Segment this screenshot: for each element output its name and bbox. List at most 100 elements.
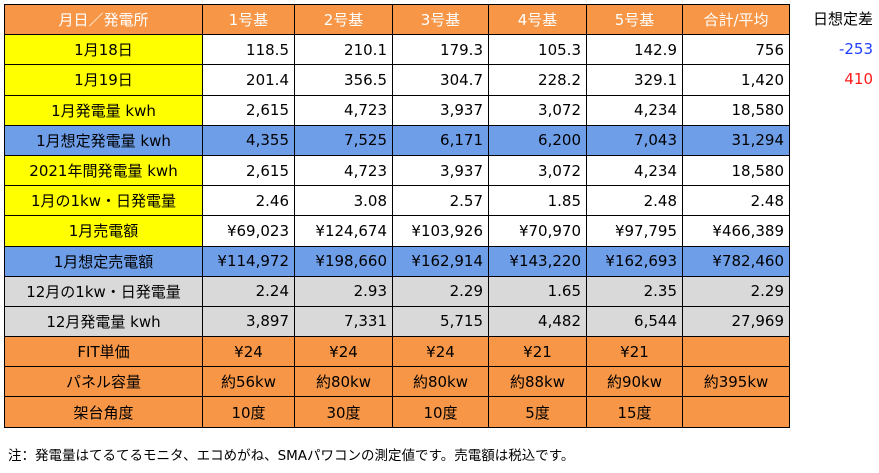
value-cell: 30度 xyxy=(294,396,393,428)
value-cell: ¥21 xyxy=(586,336,683,368)
value-cell: 10度 xyxy=(392,396,489,428)
value-cell: 2,615 xyxy=(202,154,295,187)
row-label: 2021年間発電量 kwh xyxy=(4,154,203,187)
value-cell: 2.35 xyxy=(586,275,683,307)
value-cell: 142.9 xyxy=(586,34,683,66)
header-cell: 4号基 xyxy=(488,3,587,36)
value-cell: 1.65 xyxy=(488,275,587,307)
value-cell: 3,072 xyxy=(488,154,587,187)
daily-expected-diff: 日想定差 -253 410 xyxy=(789,4,879,95)
side-title: 日想定差 xyxy=(812,10,873,28)
value-cell: ¥114,972 xyxy=(202,245,295,277)
value-cell: 15度 xyxy=(586,396,683,428)
value-cell: 約80kw xyxy=(294,366,393,398)
table-row: 12月の1kw・日発電量 2.24 2.93 2.29 1.65 2.35 2.29 xyxy=(4,275,790,307)
value-cell: 228.2 xyxy=(488,64,587,96)
header-cell: 合計/平均 xyxy=(682,3,790,36)
value-cell: ¥24 xyxy=(202,336,295,368)
value-cell xyxy=(682,336,790,368)
value-cell: 約90kw xyxy=(586,366,683,398)
value-cell: 2.48 xyxy=(586,185,683,217)
value-cell: ¥198,660 xyxy=(294,245,393,277)
value-cell: ¥162,693 xyxy=(586,245,683,277)
value-cell: 4,482 xyxy=(488,305,587,338)
value-cell: 4,723 xyxy=(294,94,393,126)
value-cell: 6,200 xyxy=(488,124,587,156)
value-cell: 3.08 xyxy=(294,185,393,217)
value-cell: 7,331 xyxy=(294,305,393,338)
table-row: 1月売電額 ¥69,023 ¥124,674 ¥103,926 ¥70,970 ¥97,7… xyxy=(4,215,790,247)
row-label: 1月想定売電額 xyxy=(4,245,203,277)
value-cell: 4,234 xyxy=(586,154,683,187)
value-cell: 3,937 xyxy=(392,94,489,126)
value-cell: 2.57 xyxy=(392,185,489,217)
value-cell: 2,615 xyxy=(202,94,295,126)
value-cell: 18,580 xyxy=(682,154,790,187)
value-cell: 105.3 xyxy=(488,34,587,66)
table-row: 架台角度 10度 30度 10度 5度 15度 xyxy=(4,396,790,428)
value-cell: 304.7 xyxy=(392,64,489,96)
row-label: 12月発電量 kwh xyxy=(4,305,203,338)
table-row: 2021年間発電量 kwh 2,615 4,723 3,937 3,072 4,234 18… xyxy=(4,154,790,187)
value-cell: 約88kw xyxy=(488,366,587,398)
value-cell: 約395kw xyxy=(682,366,790,398)
value-cell: 2.93 xyxy=(294,275,393,307)
value-cell: 2.29 xyxy=(392,275,489,307)
value-cell: ¥24 xyxy=(392,336,489,368)
value-cell: 7,043 xyxy=(586,124,683,156)
value-cell: 10度 xyxy=(202,396,295,428)
header-cell: 2号基 xyxy=(294,3,393,36)
value-cell: 3,897 xyxy=(202,305,295,338)
value-cell: ¥162,914 xyxy=(392,245,489,277)
value-cell: 31,294 xyxy=(682,124,790,156)
table-row: 1月想定発電量 kwh 4,355 7,525 6,171 6,200 7,043 31,2… xyxy=(4,124,790,156)
value-cell: 5度 xyxy=(488,396,587,428)
value-cell: 329.1 xyxy=(586,64,683,96)
value-cell: 4,723 xyxy=(294,154,393,187)
side-value-day18: -253 xyxy=(838,40,873,59)
row-label: パネル容量 xyxy=(4,366,203,398)
table-row: 12月発電量 kwh 3,897 7,331 5,715 4,482 6,544 27,96… xyxy=(4,305,790,338)
table-row: 1月18日 118.5 210.1 179.3 105.3 142.9 756 xyxy=(4,34,790,66)
table-row: 1月の1kw・日発電量 2.46 3.08 2.57 1.85 2.48 2.48 xyxy=(4,185,790,217)
footnote: 注：発電量はてるてるモニタ、エコめがね、SMAパワコンの測定値です。売電額は税込… xyxy=(8,448,575,464)
value-cell: ¥24 xyxy=(294,336,393,368)
value-cell: ¥97,795 xyxy=(586,215,683,247)
value-cell: ¥782,460 xyxy=(682,245,790,277)
row-label: 1月19日 xyxy=(4,64,203,96)
header-label-cell: 月日／発電所 xyxy=(4,3,203,36)
value-cell: 18,580 xyxy=(682,94,790,126)
value-cell: 756 xyxy=(682,34,790,66)
value-cell: 2.48 xyxy=(682,185,790,217)
value-cell: 6,171 xyxy=(392,124,489,156)
row-label: 1月18日 xyxy=(4,34,203,66)
value-cell: 2.29 xyxy=(682,275,790,307)
row-label: FIT単価 xyxy=(4,336,203,368)
value-cell: 1.85 xyxy=(488,185,587,217)
value-cell: 5,715 xyxy=(392,305,489,338)
value-cell: 3,937 xyxy=(392,154,489,187)
value-cell: ¥103,926 xyxy=(392,215,489,247)
row-label: 1月発電量 kwh xyxy=(4,94,203,126)
table-row: 1月想定売電額 ¥114,972 ¥198,660 ¥162,914 ¥143,220 ¥… xyxy=(4,245,790,277)
value-cell: 4,234 xyxy=(586,94,683,126)
value-cell: ¥466,389 xyxy=(682,215,790,247)
row-label: 架台角度 xyxy=(4,396,203,428)
generation-table: 月日／発電所 1号基 2号基 3号基 4号基 5号基 合計/平均 1月18日 118.5 210.… xyxy=(4,3,790,428)
header-cell: 3号基 xyxy=(392,3,489,36)
value-cell: 3,072 xyxy=(488,94,587,126)
row-label: 12月の1kw・日発電量 xyxy=(4,275,203,307)
value-cell: ¥21 xyxy=(488,336,587,368)
table-row: 1月発電量 kwh 2,615 4,723 3,937 3,072 4,234 18,580 xyxy=(4,94,790,126)
value-cell: 1,420 xyxy=(682,64,790,96)
value-cell: ¥70,970 xyxy=(488,215,587,247)
header-row: 月日／発電所 1号基 2号基 3号基 4号基 5号基 合計/平均 xyxy=(4,3,790,36)
header-cell: 1号基 xyxy=(202,3,295,36)
table-row: 1月19日 201.4 356.5 304.7 228.2 329.1 1,420 xyxy=(4,64,790,96)
value-cell: 約56kw xyxy=(202,366,295,398)
value-cell: 118.5 xyxy=(202,34,295,66)
side-value-day19: 410 xyxy=(844,70,873,89)
table-row: FIT単価 ¥24 ¥24 ¥24 ¥21 ¥21 xyxy=(4,336,790,368)
value-cell: 約80kw xyxy=(392,366,489,398)
value-cell: ¥69,023 xyxy=(202,215,295,247)
